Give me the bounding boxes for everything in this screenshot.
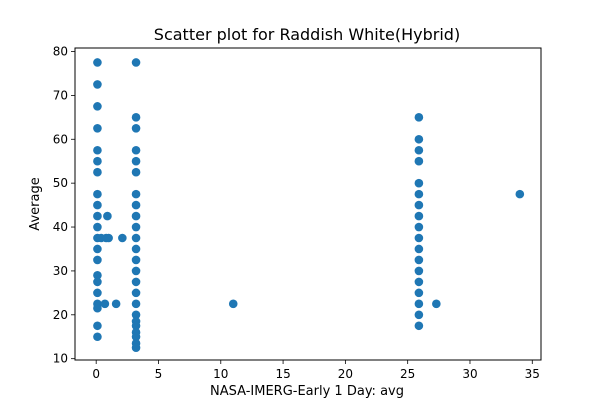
data-point [131, 343, 141, 353]
data-point [131, 113, 141, 122]
data-point [93, 321, 102, 331]
y-axis-label: Average [28, 177, 43, 230]
data-point [131, 255, 141, 265]
data-point [131, 222, 141, 232]
data-point [93, 222, 102, 232]
data-point [414, 321, 424, 331]
y-axis-ticks: 10 20 30 40 50 60 70 80 [53, 45, 75, 366]
data-point [103, 211, 112, 221]
data-point [414, 277, 424, 287]
data-point [131, 189, 141, 199]
y-tick-label: 10 [53, 352, 68, 366]
data-point [228, 299, 238, 309]
data-point [93, 271, 102, 280]
data-point [131, 167, 141, 177]
data-point [131, 288, 141, 298]
data-point [414, 255, 424, 265]
data-point [93, 200, 102, 210]
data-point [131, 145, 141, 155]
data-point [93, 167, 102, 177]
points-layer [93, 58, 525, 353]
data-point [93, 255, 102, 265]
data-point [100, 299, 110, 309]
data-point [414, 134, 424, 144]
data-point [414, 244, 424, 254]
data-point [131, 310, 141, 320]
data-point [131, 211, 141, 221]
data-point [414, 200, 424, 210]
data-point [93, 124, 102, 133]
y-tick-label: 50 [53, 176, 68, 190]
data-point [515, 189, 525, 199]
x-tick-label: 30 [462, 367, 477, 381]
data-point [131, 244, 141, 254]
y-tick-label: 20 [53, 308, 68, 322]
data-point [93, 211, 102, 221]
data-point [414, 113, 424, 122]
data-point [104, 233, 113, 243]
data-point [93, 288, 102, 298]
data-point [432, 299, 441, 309]
data-point [131, 266, 141, 276]
data-point [414, 178, 424, 188]
x-tick-label: 0 [92, 367, 100, 381]
data-point [93, 277, 102, 287]
data-point [93, 303, 102, 313]
x-axis-ticks: 0 5 10 15 20 25 30 35 [92, 360, 540, 381]
y-tick-label: 60 [53, 132, 68, 146]
x-axis-label: NASA-IMERG-Early 1 Day: avg [210, 384, 404, 399]
data-point [414, 156, 424, 166]
data-point [414, 211, 424, 221]
data-point [414, 233, 424, 243]
data-point [93, 156, 102, 166]
x-tick-label: 15 [275, 367, 290, 381]
data-point [131, 321, 141, 331]
plot-frame [74, 47, 542, 361]
data-point [93, 332, 102, 342]
x-tick-label: 35 [525, 367, 540, 381]
data-point [93, 189, 102, 199]
data-point [131, 58, 141, 67]
x-tick-label: 25 [400, 367, 415, 381]
data-point [131, 156, 141, 166]
data-point [131, 277, 141, 287]
data-point [111, 299, 121, 309]
data-point [131, 233, 141, 243]
data-point [414, 288, 424, 298]
data-point [131, 332, 141, 342]
data-point [414, 145, 424, 155]
data-point [93, 80, 102, 89]
data-point [93, 145, 102, 155]
data-point [414, 222, 424, 232]
x-tick-label: 5 [155, 367, 163, 381]
chart-title: Scatter plot for Raddish White(Hybrid) [154, 25, 460, 44]
y-tick-label: 70 [53, 88, 68, 102]
data-point [414, 189, 424, 199]
data-point [118, 233, 127, 243]
data-point [414, 310, 424, 320]
data-point [131, 124, 141, 133]
data-point [414, 299, 424, 309]
data-point [93, 58, 102, 67]
y-tick-label: 40 [53, 220, 68, 234]
x-tick-label: 20 [338, 367, 353, 381]
data-point [93, 102, 102, 111]
data-point [131, 299, 141, 309]
data-point [131, 200, 141, 210]
y-tick-label: 80 [53, 45, 68, 59]
data-point [414, 266, 424, 276]
y-tick-label: 30 [53, 264, 68, 278]
data-point [93, 244, 102, 254]
x-tick-label: 10 [213, 367, 228, 381]
